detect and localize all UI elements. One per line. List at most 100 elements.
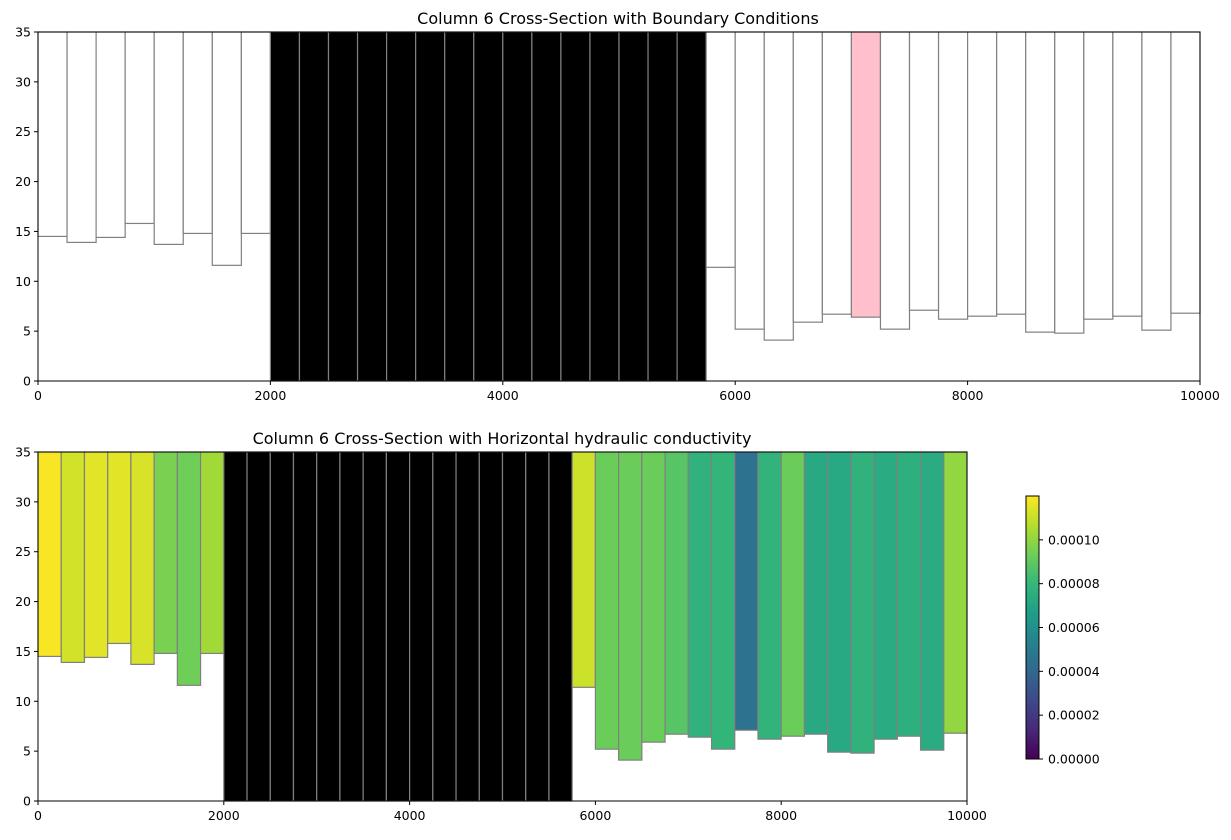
chart-1-cell [763,31,794,341]
chart-2-y-tick-label: 25 [15,544,31,559]
chart-2-cell [734,451,759,731]
chart-1-cell [153,31,184,245]
chart-2-title: Column 6 Cross-Section with Horizontal h… [253,429,752,448]
chart-1-y-tick-label: 20 [15,174,31,189]
chart-2-cell [269,451,295,802]
chart-2-cell [780,451,806,737]
colorbar-tick-label: 0.00002 [1048,708,1100,723]
chart-1-cell [1141,31,1172,331]
chart-2-y-tick-label: 30 [15,494,31,509]
colorbar-tick-label: 0.00000 [1048,752,1100,767]
chart-2-cell [316,451,341,802]
chart-1-cell [37,31,68,238]
chart-1-cell [473,31,504,382]
chart-1-cell [211,31,242,266]
chart-1-cell [705,31,736,268]
colorbar-tick-label: 0.00010 [1048,532,1100,547]
chart-1-x-tick-label: 4000 [487,388,519,403]
chart-2-cell [107,451,132,645]
chart-2-cell [501,451,527,802]
chart-1-y-tick-label: 10 [15,274,31,289]
chart-1-cell [937,31,969,320]
chart-2-cell [594,451,620,750]
chart-1-cell [327,31,359,382]
chart-1-cell [879,31,911,330]
chart-1-cell [356,31,388,382]
chart-2-cell [246,451,271,802]
chart-2-y-tick-label: 10 [15,694,31,709]
chart-2-cell [803,451,829,735]
chart-2-cell [362,451,387,802]
chart-1-cell [1083,31,1114,320]
chart-2-cell [153,451,178,655]
chart-1-y-tick-label: 30 [15,74,31,89]
chart-1-cell [647,31,678,382]
chart-2-cell [339,451,364,802]
chart-2-cell [664,451,689,735]
chart-1-cell [502,31,533,382]
chart-2-axes: 0 2000 4000 6000 8000 10000 0 5 10 15 20 25 30 35 [15,445,987,824]
chart-2-cell [83,451,109,659]
chart-2-cell [710,451,736,750]
chart-1-x-tick-label: 6000 [719,388,751,403]
chart-2-y-tick-label: 15 [15,644,31,659]
chart-2-cell [130,451,155,665]
chart-2-x-tick-label: 6000 [579,808,611,823]
chart-2-cell [850,451,875,754]
chart-2-cell [896,451,922,737]
chart-1-cell [821,31,852,315]
chart-2-cell [199,451,225,655]
chart-2-cell [37,451,62,658]
chart-2-cell [641,451,666,743]
chart-1-cell [560,31,591,382]
chart-1-y-tick-label: 0 [23,374,31,389]
colorbar-fill [1026,496,1039,759]
chart-1-cell [850,31,882,318]
chart-1-cell [415,31,446,382]
chart-1-y-tick-label: 5 [23,324,31,339]
chart-2-cell [687,451,713,738]
chart-2-cell [455,451,480,802]
chart-1-y-tick-label: 35 [15,25,31,40]
chart-2-y-tick-label: 20 [15,594,31,609]
chart-2-x-tick-label: 0 [34,808,42,823]
chart-2-y-tick-label: 0 [23,794,31,809]
chart-2-x-tick-label: 8000 [765,808,797,823]
chart-1-cell [1054,31,1085,334]
chart-2-x-tick-label: 10000 [947,808,987,823]
chart-1-y-tick-label: 25 [15,124,31,139]
chart-1-x-tick-label: 2000 [254,388,286,403]
chart-2-y-tick-label: 35 [15,445,31,460]
chart-1-cell [124,31,155,225]
colorbar: 0.00000 0.00002 0.00004 0.00006 0.00008 0.000… [1025,495,1100,767]
chart-1-cell [444,31,475,382]
chart-1-cell [298,31,330,382]
chart-1-cell [95,31,126,239]
chart-2-cell [757,451,782,740]
chart-2-cell [60,451,86,663]
colorbar-ticks: 0.00000 0.00002 0.00004 0.00006 0.00008 0.000… [1039,532,1100,767]
chart-2-cell [525,451,550,802]
chart-2-cell [919,451,945,751]
chart-2-y-tick-label: 5 [23,744,31,759]
chart-1-cell [996,31,1027,315]
chart-1-y-tick-label: 15 [15,224,31,239]
chart-1-cell [792,31,823,323]
chart-2-cell [409,451,434,802]
chart-1-cell [386,31,417,382]
chart-2-cell [571,451,596,688]
chart-1-cell [589,31,620,382]
chart-1-cells [37,31,1201,382]
chart-2-x-tick-label: 4000 [394,808,426,823]
chart-1-cell [269,31,301,382]
colorbar-tick-label: 0.00006 [1048,620,1100,635]
chart-hydraulic-conductivity: Column 6 Cross-Section with Horizontal h… [15,429,987,823]
chart-2-cell [827,451,852,753]
chart-1-x-tick-label: 10000 [1180,388,1220,403]
chart-1-cell [618,31,649,382]
chart-1-cell [734,31,765,330]
chart-2-x-tick-label: 2000 [208,808,240,823]
chart-1-cell [1112,31,1143,317]
chart-2-cell [176,451,202,686]
